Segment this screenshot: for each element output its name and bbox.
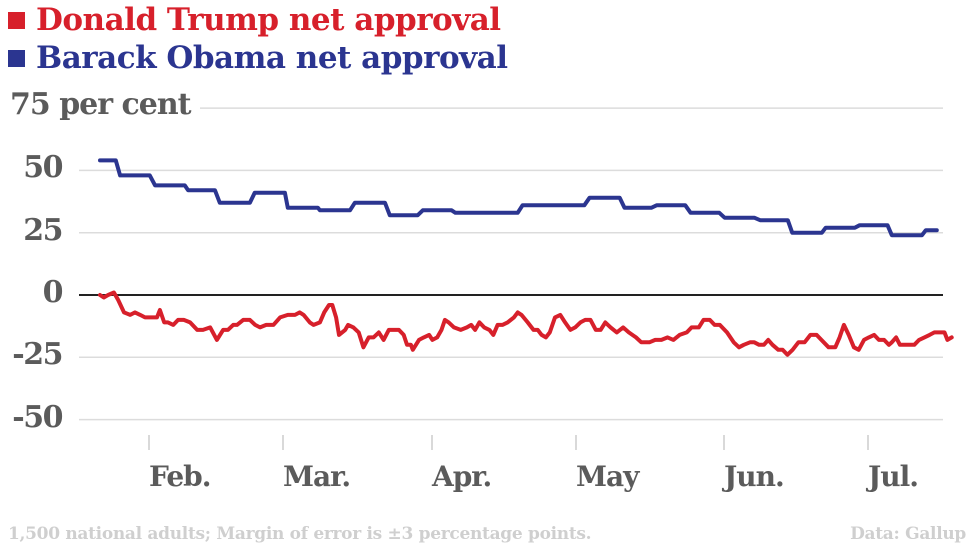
x-tick-label: Jun. <box>724 460 785 493</box>
legend-item-trump: Donald Trump net approval <box>8 2 501 38</box>
legend-item-obama: Barack Obama net approval <box>8 40 508 76</box>
legend-label-obama: Barack Obama net approval <box>36 40 508 76</box>
legend-swatch-obama <box>8 49 25 67</box>
x-tick-label: Apr. <box>432 460 492 493</box>
x-axis-ticks <box>148 435 869 450</box>
series-lines <box>98 158 954 357</box>
donald-trump-net-approval-line <box>98 290 954 357</box>
y-tick-label: -25 <box>12 337 63 373</box>
y-axis-label: 75 per cent <box>10 87 192 123</box>
y-tick-label: 25 <box>23 212 63 248</box>
y-tick-label: 50 <box>23 150 63 186</box>
x-tick-label: Mar. <box>283 460 351 493</box>
barack-obama-net-approval-line <box>98 158 939 238</box>
y-tick-label: 0 <box>42 275 64 310</box>
footer-note: 1,500 national adults; Margin of error i… <box>8 524 592 544</box>
footer-source: Data: Gallup <box>850 524 966 544</box>
x-tick-label: Feb. <box>149 460 211 493</box>
gridlines <box>79 107 943 421</box>
x-tick-label: May <box>576 460 639 493</box>
legend-label-trump: Donald Trump net approval <box>36 2 501 38</box>
legend-swatch-trump <box>8 11 25 29</box>
y-tick-label: -50 <box>12 399 63 435</box>
x-tick-label: Jul. <box>868 460 919 493</box>
